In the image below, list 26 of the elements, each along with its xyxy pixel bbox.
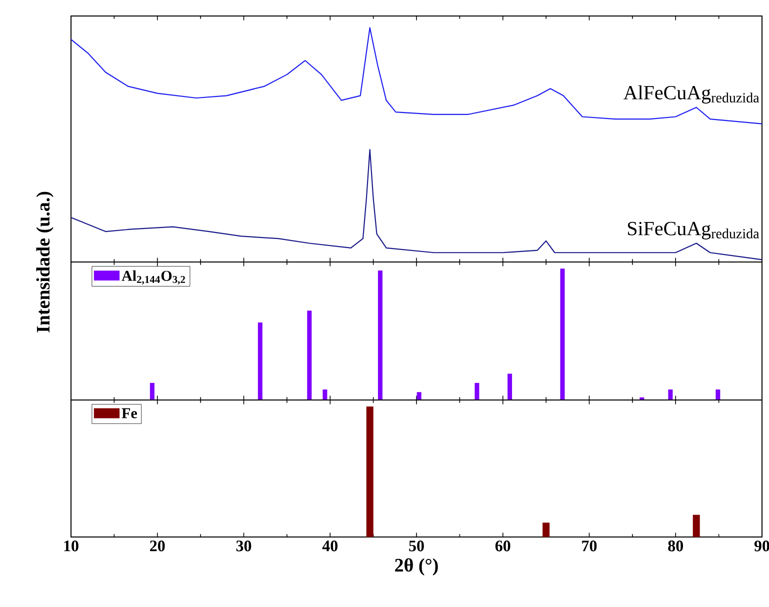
y-axis-title: Intensidade (u.a.) (36, 192, 54, 332)
series-label: SiFeCuAg$_{reduzida}$ (628, 222, 760, 240)
legend-label: Al$_{2,144}$O$_{3,2}$ (122, 270, 186, 285)
bar (474, 382, 480, 400)
x-tick-label: 20 (150, 540, 165, 552)
bar (322, 389, 328, 400)
x-tick-label: 90 (754, 540, 769, 552)
x-axis-title: 2θ (°) (395, 558, 438, 576)
x-tick-label: 10 (64, 540, 78, 552)
bar (716, 389, 720, 400)
x-tick-label: 70 (582, 540, 597, 552)
x-tick-label: 50 (409, 540, 424, 552)
x-tick-label: 60 (495, 540, 510, 552)
x-tick-label: 30 (236, 540, 252, 552)
series-label: AlFeCuAg$_{reduzida}$ (624, 85, 760, 104)
legend-label: Fe (122, 408, 137, 418)
bar (668, 389, 673, 400)
bar (560, 268, 565, 400)
bar (508, 374, 512, 400)
bar (378, 270, 382, 400)
x-tick-label: 80 (668, 540, 684, 552)
x-tick-label: 40 (322, 540, 338, 552)
bar (416, 392, 422, 400)
bar (258, 322, 262, 400)
bar (150, 382, 154, 400)
bar (307, 310, 312, 400)
